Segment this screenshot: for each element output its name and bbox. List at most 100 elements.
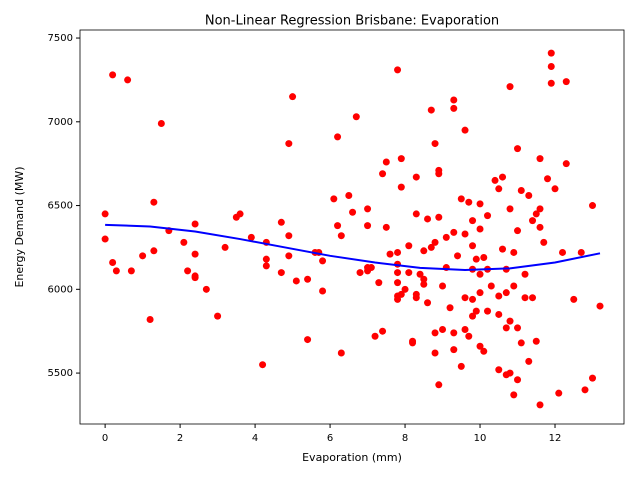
point bbox=[469, 242, 477, 250]
point bbox=[382, 158, 390, 166]
point bbox=[356, 269, 364, 277]
chart-title: Non-Linear Regression Brisbane: Evaporat… bbox=[205, 14, 499, 29]
point bbox=[420, 280, 428, 288]
point bbox=[532, 337, 540, 345]
point bbox=[450, 346, 458, 354]
point bbox=[101, 235, 109, 243]
point bbox=[525, 357, 533, 365]
point bbox=[439, 326, 447, 334]
point bbox=[405, 269, 413, 277]
point bbox=[465, 198, 473, 206]
point bbox=[371, 332, 379, 340]
y-tick-label: 7000 bbox=[48, 117, 73, 128]
point bbox=[461, 126, 469, 134]
point bbox=[472, 255, 480, 263]
point bbox=[540, 238, 548, 246]
point bbox=[319, 257, 327, 265]
point bbox=[435, 170, 443, 178]
point bbox=[364, 205, 372, 213]
point bbox=[285, 140, 293, 148]
point bbox=[484, 212, 492, 220]
point bbox=[379, 170, 387, 178]
point bbox=[259, 361, 267, 369]
point bbox=[484, 307, 492, 315]
point bbox=[547, 79, 555, 87]
point bbox=[394, 248, 402, 256]
y-tick-label: 5500 bbox=[48, 368, 73, 379]
point bbox=[476, 342, 484, 350]
point bbox=[577, 248, 585, 256]
point bbox=[439, 282, 447, 290]
point bbox=[345, 192, 353, 200]
x-tick-label: 12 bbox=[549, 433, 562, 444]
point bbox=[510, 282, 518, 290]
point bbox=[101, 210, 109, 218]
point bbox=[109, 259, 117, 267]
point bbox=[532, 210, 540, 218]
point bbox=[397, 183, 405, 191]
point bbox=[529, 217, 537, 225]
point bbox=[446, 304, 454, 312]
point bbox=[480, 253, 488, 261]
point bbox=[367, 264, 375, 272]
point bbox=[517, 339, 525, 347]
point bbox=[285, 232, 293, 240]
point bbox=[589, 202, 597, 210]
point bbox=[454, 252, 462, 260]
y-tick-label: 7500 bbox=[48, 33, 73, 44]
point bbox=[157, 119, 165, 127]
point bbox=[517, 186, 525, 194]
point bbox=[506, 83, 514, 91]
y-tick-label: 6000 bbox=[48, 284, 73, 295]
point bbox=[514, 376, 522, 384]
point bbox=[487, 282, 495, 290]
point bbox=[469, 312, 477, 320]
point bbox=[555, 389, 563, 397]
point bbox=[412, 210, 420, 218]
point bbox=[431, 238, 439, 246]
point bbox=[596, 302, 604, 310]
point bbox=[536, 401, 544, 409]
point bbox=[337, 232, 345, 240]
point bbox=[349, 208, 357, 216]
point bbox=[427, 243, 435, 251]
point bbox=[394, 66, 402, 74]
point bbox=[221, 243, 229, 251]
point bbox=[150, 198, 158, 206]
point bbox=[514, 324, 522, 332]
point bbox=[435, 213, 443, 221]
point bbox=[416, 270, 424, 278]
point bbox=[480, 347, 488, 355]
point bbox=[495, 310, 503, 318]
x-axis-label: Evaporation (mm) bbox=[302, 451, 402, 464]
point bbox=[461, 326, 469, 334]
point bbox=[469, 217, 477, 225]
point bbox=[465, 332, 473, 340]
point bbox=[536, 205, 544, 213]
point bbox=[431, 329, 439, 337]
point bbox=[247, 233, 255, 241]
x-tick-label: 4 bbox=[252, 433, 258, 444]
point bbox=[506, 369, 514, 377]
point bbox=[450, 104, 458, 112]
point bbox=[514, 145, 522, 153]
point bbox=[394, 269, 402, 277]
point bbox=[262, 255, 270, 263]
point bbox=[427, 106, 435, 114]
point bbox=[502, 324, 510, 332]
point bbox=[510, 391, 518, 399]
point bbox=[499, 245, 507, 253]
point bbox=[277, 218, 285, 226]
point bbox=[139, 252, 147, 260]
point bbox=[334, 133, 342, 141]
point bbox=[191, 220, 199, 228]
point bbox=[502, 289, 510, 297]
y-axis-label: Energy Demand (MW) bbox=[13, 166, 26, 287]
point bbox=[562, 160, 570, 168]
point bbox=[304, 275, 312, 283]
x-tick-label: 10 bbox=[474, 433, 487, 444]
point bbox=[450, 329, 458, 337]
point bbox=[364, 222, 372, 230]
point bbox=[472, 307, 480, 315]
point bbox=[412, 294, 420, 302]
